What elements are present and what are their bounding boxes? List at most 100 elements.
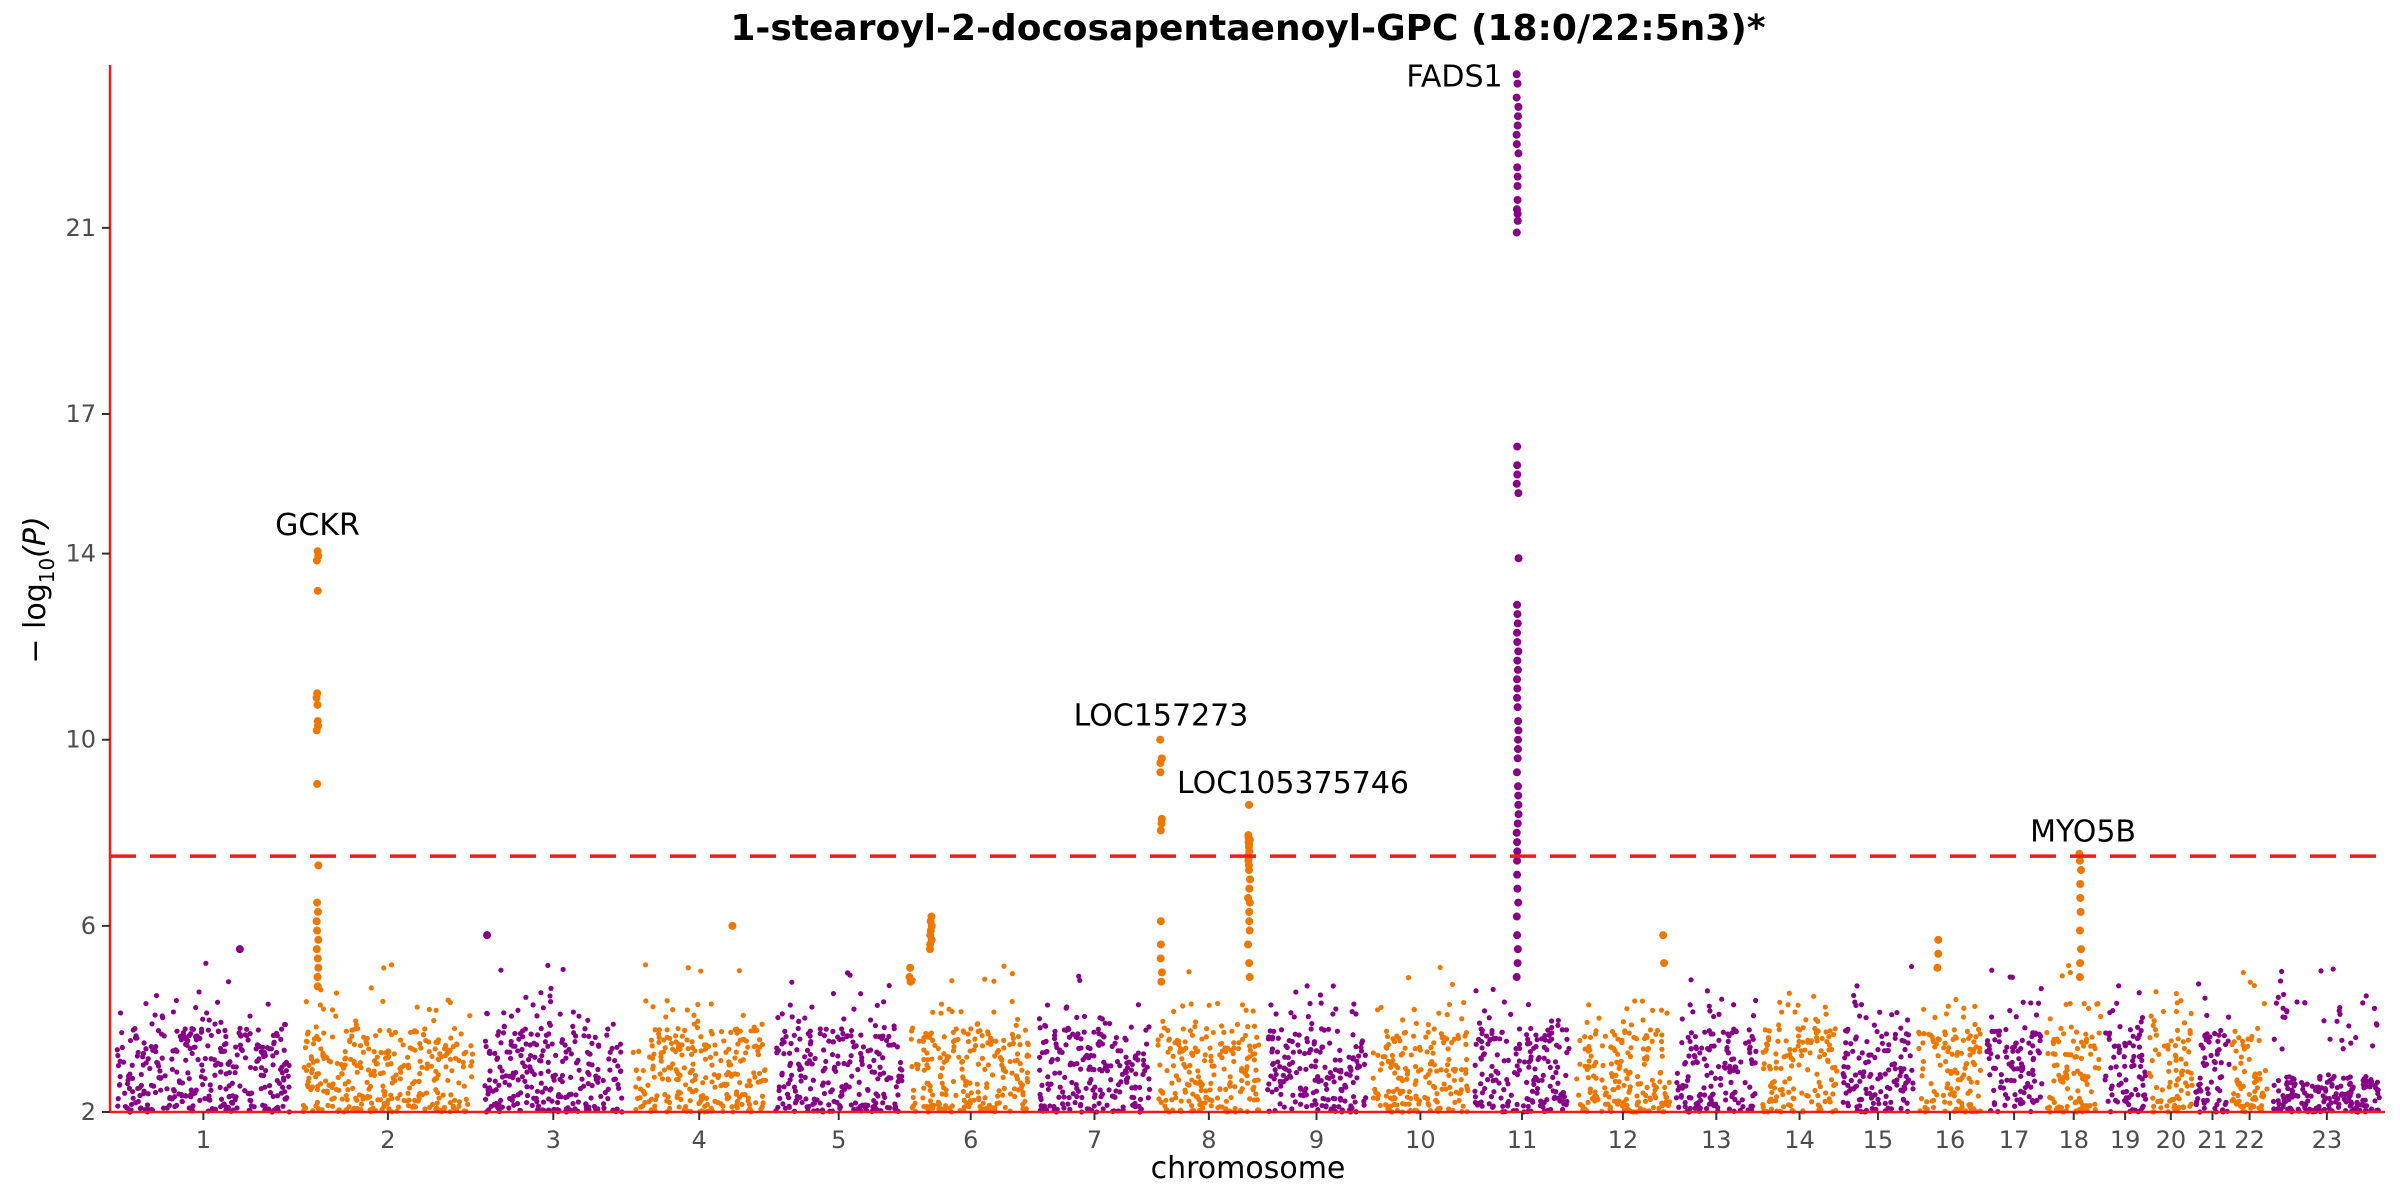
- point: [1383, 1093, 1389, 1099]
- point: [1647, 1096, 1654, 1102]
- point: [1960, 1014, 1967, 1020]
- point: [1431, 1062, 1438, 1068]
- point: [546, 1031, 552, 1037]
- point: [2277, 978, 2284, 984]
- point: [1318, 1026, 1325, 1032]
- point: [688, 1051, 695, 1058]
- point: [1346, 1054, 1352, 1060]
- point: [456, 1099, 463, 1105]
- peak-point: [312, 726, 321, 735]
- point: [990, 1072, 996, 1078]
- point: [573, 1092, 579, 1098]
- point: [2094, 1001, 2100, 1007]
- point: [468, 1043, 474, 1049]
- point: [321, 1055, 327, 1062]
- point: [334, 1060, 340, 1066]
- point: [587, 1051, 593, 1057]
- point: [1608, 1061, 1614, 1067]
- point: [1910, 1086, 1916, 1092]
- point: [821, 1033, 828, 1039]
- point: [1637, 1105, 1644, 1112]
- point: [2123, 1088, 2130, 1095]
- point: [2338, 1083, 2344, 1089]
- point: [2149, 1057, 2155, 1064]
- point: [254, 1058, 260, 1064]
- point: [798, 1078, 804, 1084]
- point: [1935, 1053, 1941, 1059]
- point: [153, 1044, 159, 1050]
- point: [794, 1047, 800, 1053]
- point: [1996, 1039, 2002, 1045]
- point: [1104, 1102, 1110, 1108]
- peak-point: [314, 963, 323, 972]
- point: [1303, 1104, 1310, 1110]
- point: [386, 1106, 392, 1112]
- point: [654, 1093, 660, 1099]
- point: [1478, 1081, 1484, 1087]
- point: [1022, 1098, 1028, 1104]
- point: [1815, 1093, 1821, 1099]
- point: [1199, 1036, 1205, 1042]
- point: [435, 1090, 441, 1096]
- point: [1494, 1052, 1500, 1058]
- point: [1278, 1080, 1284, 1087]
- point: [677, 1046, 683, 1052]
- point: [804, 1060, 810, 1066]
- point: [1231, 1040, 1237, 1046]
- point: [968, 1090, 974, 1096]
- point: [1210, 1029, 1216, 1036]
- point: [1434, 1091, 1440, 1097]
- point: [226, 1094, 232, 1100]
- point: [204, 1010, 210, 1016]
- point: [575, 1099, 581, 1105]
- point: [1112, 1040, 1118, 1046]
- point: [1207, 1087, 1213, 1093]
- point: [892, 1104, 899, 1110]
- point: [221, 1041, 228, 1048]
- point: [138, 1105, 144, 1111]
- point: [894, 1044, 901, 1050]
- point: [1206, 1002, 1212, 1008]
- point: [1484, 1077, 1491, 1083]
- point: [1186, 1082, 1192, 1088]
- point: [1549, 1024, 1555, 1031]
- point: [1628, 1022, 1635, 1028]
- point: [1499, 1029, 1505, 1036]
- point: [1816, 1079, 1822, 1085]
- point: [2363, 1103, 2370, 1109]
- point: [1275, 1035, 1281, 1041]
- point: [502, 1079, 508, 1086]
- point: [2084, 1081, 2090, 1087]
- point: [1010, 1040, 1016, 1046]
- point: [1909, 1067, 1915, 1073]
- point: [774, 1045, 780, 1051]
- point: [734, 1105, 740, 1111]
- point: [1901, 1066, 1907, 1072]
- x-tick-label: 17: [1999, 1126, 2030, 1154]
- point: [1555, 1064, 1561, 1070]
- point: [1125, 1075, 1131, 1081]
- point: [847, 972, 853, 978]
- point: [1907, 1053, 1913, 1059]
- point: [1208, 1103, 1214, 1109]
- point: [1945, 1003, 1951, 1009]
- point: [303, 1105, 309, 1111]
- point: [1169, 1080, 1175, 1086]
- point: [2117, 1024, 2123, 1030]
- point: [2150, 1095, 2156, 1101]
- point: [967, 1098, 974, 1104]
- point: [525, 1057, 532, 1063]
- point: [342, 1049, 348, 1055]
- point: [1065, 1025, 1071, 1031]
- point: [1074, 1035, 1080, 1041]
- peak-point: [1513, 470, 1522, 479]
- point: [1319, 1102, 1325, 1109]
- point: [1550, 1088, 1556, 1094]
- point: [2051, 1099, 2057, 1106]
- point: [565, 1105, 571, 1111]
- point: [2106, 1032, 2112, 1038]
- point: [691, 1012, 697, 1018]
- gene-label-gckr: GCKR: [275, 508, 360, 543]
- point: [1986, 1055, 1992, 1062]
- point: [141, 1040, 147, 1046]
